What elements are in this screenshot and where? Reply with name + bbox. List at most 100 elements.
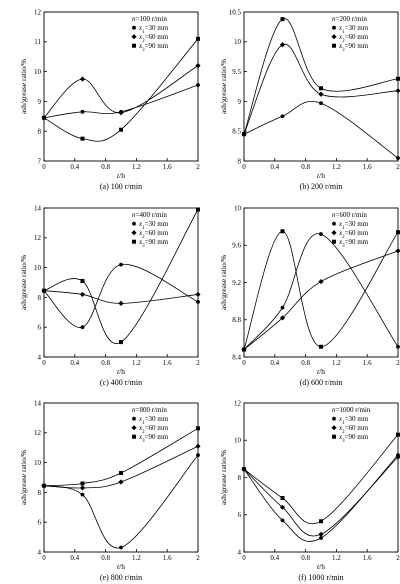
data-point-series-1 [319,101,323,106]
chart-panel-6: 0 0.4 0.8 1.2 1.6 2 4 6 8 10 12 t/h ash/grease ratio… [219,399,400,582]
data-point-series-3 [319,519,323,524]
y-tick-label: 10 [34,68,42,76]
data-point-series-1 [80,492,85,497]
series-line-2 [243,250,399,350]
x-tick-label: 0.8 [101,163,110,171]
series-line-3 [43,427,199,487]
y-tick-label: 10 [234,38,242,46]
data-point-series-2 [195,291,201,298]
data-point-series-3 [280,17,285,22]
legend-label-2: x2=60 mm [338,33,369,44]
plot-frame [243,402,399,553]
y-axis-label: ash/grease ratio/% [19,450,28,505]
data-point-series-1 [280,518,285,523]
series-line-3 [43,209,199,344]
y-tick-label: 10.5 [229,8,242,16]
x-tick-label: 0 [42,554,46,562]
x-tick-label: 1.6 [363,163,372,171]
legend-label-1: x1=30 mm [338,415,369,426]
y-axis-label: ash/grease ratio/% [19,255,28,310]
y-tick-label: 9 [38,98,42,106]
x-tick-label: 0.4 [270,163,279,171]
legend-label-1: x1=30 mm [138,220,169,231]
data-point-series-3 [119,340,123,345]
series-line-3 [243,434,399,525]
x-tick-label: 0.4 [270,554,279,562]
legend-marker-1 [332,221,336,226]
series-line-1 [43,264,199,328]
x-tick-label: 0 [42,163,46,171]
data-point-series-1 [196,453,200,458]
y-axis-label: ash/grease ratio/% [219,59,228,114]
data-point-series-3 [242,132,246,137]
data-point-series-2 [118,479,124,485]
data-point-series-1 [319,536,323,540]
y-tick-label: 9.2 [232,279,241,287]
y-tick-label: 4 [38,548,42,556]
data-point-series-1 [196,299,200,304]
legend-marker-3 [132,434,136,439]
y-tick-label: 12 [34,234,42,242]
data-point-series-2 [118,110,124,116]
data-point-series-2 [79,291,86,298]
series-line-2 [243,43,399,135]
x-tick-label: 0.8 [301,163,310,171]
x-tick-label: 1.2 [332,163,341,171]
data-point-series-2 [195,63,201,69]
x-axis-label: t/h [317,171,325,180]
x-tick-label: 1.6 [163,554,172,562]
legend-marker-1 [132,416,136,421]
data-point-series-2 [395,248,400,254]
y-tick-label: 9.5 [232,68,241,76]
legend-marker-2 [131,425,137,431]
chart-panel-5: 0 0.4 0.8 1.2 1.6 2 4 6 8 10 12 14 t/h ash/grease rat… [19,399,201,582]
y-tick-label: 8.8 [232,316,241,324]
data-point-series-3 [196,207,200,212]
x-tick-label: 2 [396,359,400,367]
plot-frame [43,402,199,553]
y-tick-label: 12 [34,429,42,437]
data-point-series-2 [118,300,124,306]
legend-label-3: x3=90 mm [338,433,369,444]
data-point-series-3 [196,36,200,41]
series-line-1 [243,454,399,542]
x-tick-label: 2 [396,554,400,562]
plot-frame [43,11,199,162]
x-tick-label: 1.6 [163,359,172,367]
panel-caption: (b) 200 r/min [300,182,343,191]
series-line-1 [43,84,199,119]
x-axis-label: t/h [117,367,125,376]
y-tick-label: 6 [38,324,42,332]
y-tick-label: 12 [234,399,242,407]
x-tick-label: 0.8 [301,554,310,562]
x-tick-label: 0.8 [101,359,110,367]
data-point-series-1 [280,114,285,119]
x-tick-label: 0.4 [70,554,79,562]
plot-frame [243,11,399,162]
y-tick-label: 6 [238,511,242,519]
speed-label: n=200 r/min [332,15,367,23]
x-tick-label: 2 [196,163,200,171]
legend-label-2: x2=60 mm [338,424,369,435]
data-point-series-3 [42,115,46,120]
data-point-series-3 [42,483,46,488]
data-point-series-2 [318,531,324,537]
x-tick-label: 0 [242,554,246,562]
legend-marker-1 [332,416,336,421]
data-point-series-2 [395,88,400,94]
data-point-series-2 [318,91,324,97]
legend-label-1: x1=30 mm [338,220,369,231]
data-point-series-2 [279,315,286,321]
x-tick-label: 1.2 [332,359,341,367]
x-tick-label: 1.2 [132,554,141,562]
legend-label-2: x2=60 mm [138,33,169,44]
chart-panel-3: 0 0.4 0.8 1.2 1.6 2 4 6 8 10 12 14 t/h ash/grease rat… [19,204,201,387]
data-point-series-2 [79,485,86,491]
data-point-series-3 [119,127,123,132]
legend-label-3: x3=90 mm [138,42,169,53]
data-point-series-3 [80,136,85,141]
legend-marker-1 [132,25,136,30]
series-line-3 [43,38,199,142]
legend-marker-3 [332,43,336,48]
x-tick-label: 2 [196,359,200,367]
